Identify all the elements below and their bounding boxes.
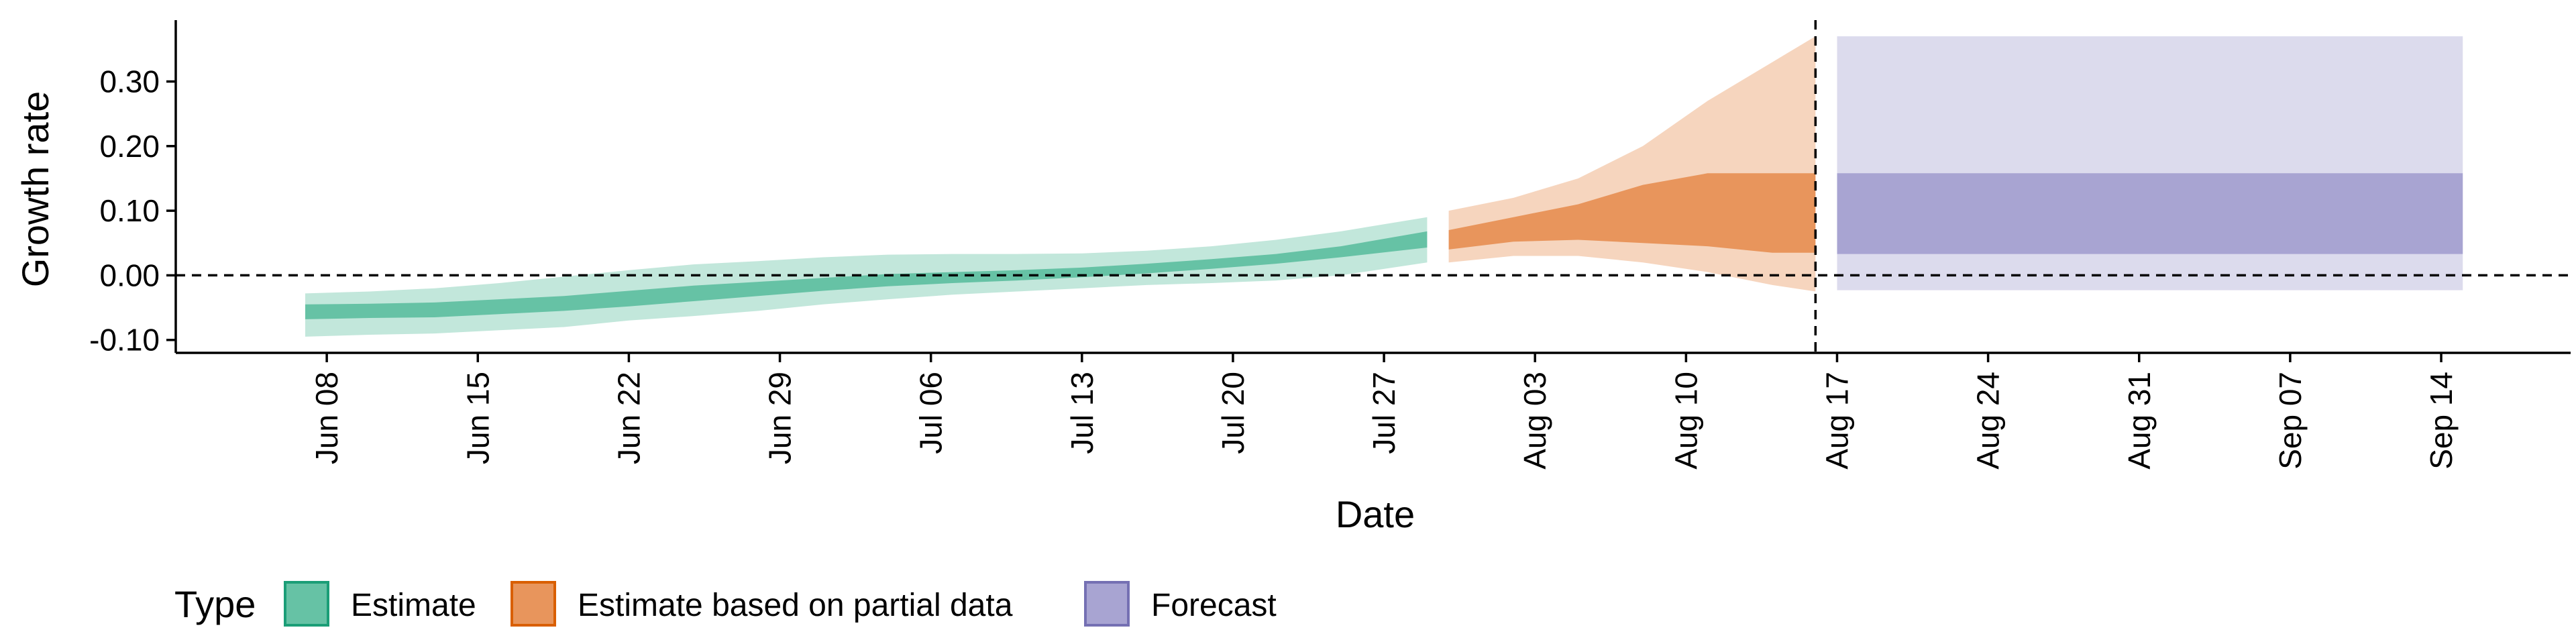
y-axis-ticks: -0.10 0.00 0.10 0.20 0.30 [89, 64, 176, 358]
y-axis-title: Growth rate [14, 91, 56, 288]
x-axis-title: Date [1336, 493, 1415, 535]
legend-key-estimate-based-on-partial-data [511, 581, 556, 627]
x-tick-label: Sep 07 [2273, 372, 2308, 470]
x-tick-label: Jul 13 [1065, 372, 1099, 454]
x-tick-label: Jun 22 [611, 372, 646, 464]
x-axis-ticks: Jun 08 Jun 15 Jun 22 Jun 29 Jul 06 Jul 13 Jul … [309, 353, 2459, 470]
legend-title: Type [174, 583, 256, 625]
x-tick-label: Jun 15 [460, 372, 495, 464]
x-tick-label: Jul 20 [1216, 372, 1250, 454]
legend-label-estimate-based-on-partial-data: Estimate based on partial data [578, 588, 1013, 623]
x-tick-label: Aug 24 [1971, 372, 2006, 470]
legend-key-estimate [284, 581, 329, 627]
estimate-based-on-partial-data-outer-band [1448, 36, 1816, 292]
x-tick-label: Jun 29 [763, 372, 798, 464]
y-tick-label: 0.00 [99, 258, 160, 292]
x-tick-label: Aug 10 [1668, 372, 1703, 470]
legend-label-forecast: Forecast [1151, 588, 1277, 623]
bands-layer [305, 36, 2463, 337]
y-tick-label: 0.20 [99, 129, 160, 164]
x-tick-label: Jul 27 [1366, 372, 1401, 454]
y-tick-label: -0.10 [89, 323, 160, 358]
estimate-inner-band [305, 231, 1428, 319]
x-tick-label: Aug 17 [1820, 372, 1855, 470]
reference-lines [176, 20, 2571, 353]
x-tick-label: Aug 31 [2122, 372, 2157, 470]
legend: Type Estimate Estimate based on partial d… [174, 581, 1277, 627]
legend-label-estimate: Estimate [351, 588, 476, 623]
x-tick-label: Sep 14 [2424, 372, 2459, 470]
x-tick-label: Jun 08 [309, 372, 344, 464]
y-tick-label: 0.30 [99, 64, 160, 99]
y-tick-label: 0.10 [99, 193, 160, 228]
forecast-inner-band [1837, 173, 2463, 254]
axes [174, 20, 2571, 354]
legend-key-forecast [1084, 581, 1130, 627]
x-tick-label: Jul 06 [914, 372, 949, 454]
estimate-based-on-partial-data-inner-band [1448, 173, 1816, 253]
x-tick-label: Aug 03 [1517, 372, 1552, 470]
